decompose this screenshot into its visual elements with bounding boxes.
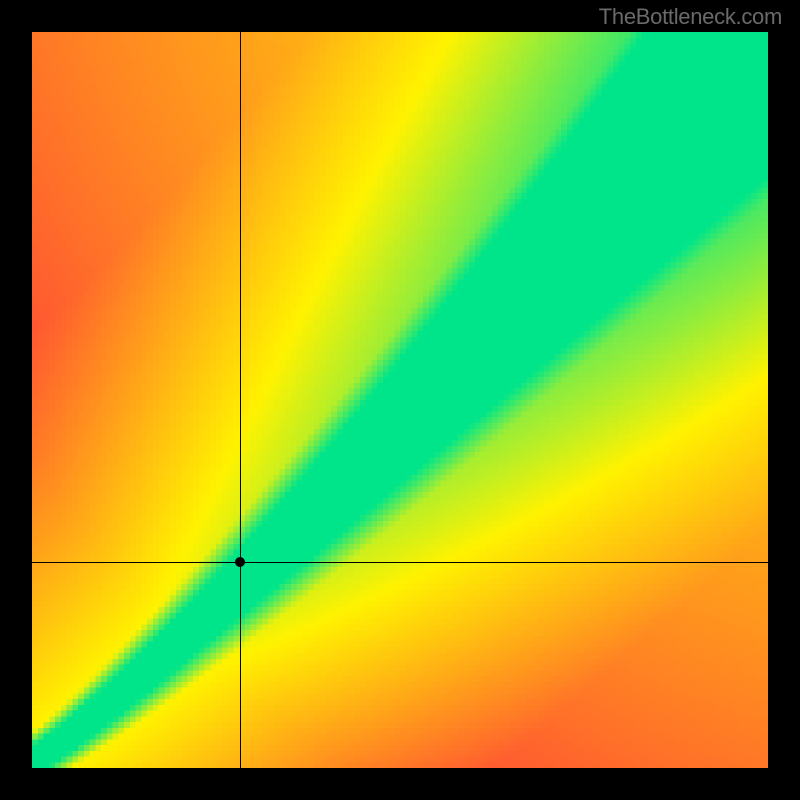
plot-area: [32, 32, 768, 768]
attribution-label: TheBottleneck.com: [599, 4, 782, 30]
marker-dot: [235, 557, 245, 567]
heatmap-canvas: [32, 32, 768, 768]
crosshair-vertical: [240, 32, 241, 768]
chart-container: TheBottleneck.com: [0, 0, 800, 800]
crosshair-horizontal: [32, 562, 768, 563]
